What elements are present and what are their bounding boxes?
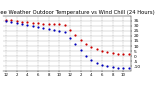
Point: [26, 21, 28, 22]
Point: [127, 53, 130, 55]
Point: [5, 20, 7, 21]
Point: [63, 24, 66, 25]
Point: [58, 23, 60, 24]
Point: [127, 68, 130, 69]
Point: [53, 23, 55, 24]
Point: [117, 53, 119, 55]
Point: [79, 39, 82, 41]
Point: [106, 66, 108, 67]
Point: [74, 34, 76, 36]
Point: [15, 20, 18, 21]
Point: [26, 24, 28, 25]
Title: Milwaukee Weather Outdoor Temperature vs Wind Chill (24 Hours): Milwaukee Weather Outdoor Temperature vs…: [0, 10, 155, 15]
Point: [21, 21, 23, 22]
Point: [101, 50, 103, 52]
Point: [42, 27, 44, 29]
Point: [79, 49, 82, 51]
Point: [122, 53, 124, 55]
Point: [90, 60, 92, 61]
Point: [63, 31, 66, 33]
Point: [95, 63, 98, 64]
Point: [111, 52, 114, 54]
Point: [85, 43, 87, 45]
Point: [37, 22, 39, 23]
Point: [122, 68, 124, 69]
Point: [10, 19, 12, 20]
Point: [21, 23, 23, 24]
Point: [85, 55, 87, 57]
Point: [69, 29, 71, 31]
Point: [42, 23, 44, 24]
Point: [31, 22, 34, 23]
Point: [111, 67, 114, 68]
Point: [69, 37, 71, 39]
Point: [95, 48, 98, 50]
Point: [47, 23, 50, 24]
Point: [47, 28, 50, 29]
Point: [106, 51, 108, 53]
Point: [90, 46, 92, 48]
Point: [5, 19, 7, 20]
Point: [117, 68, 119, 69]
Point: [53, 29, 55, 31]
Point: [74, 43, 76, 45]
Point: [15, 22, 18, 23]
Point: [58, 30, 60, 32]
Point: [37, 26, 39, 27]
Point: [31, 25, 34, 26]
Point: [101, 65, 103, 66]
Point: [10, 21, 12, 22]
